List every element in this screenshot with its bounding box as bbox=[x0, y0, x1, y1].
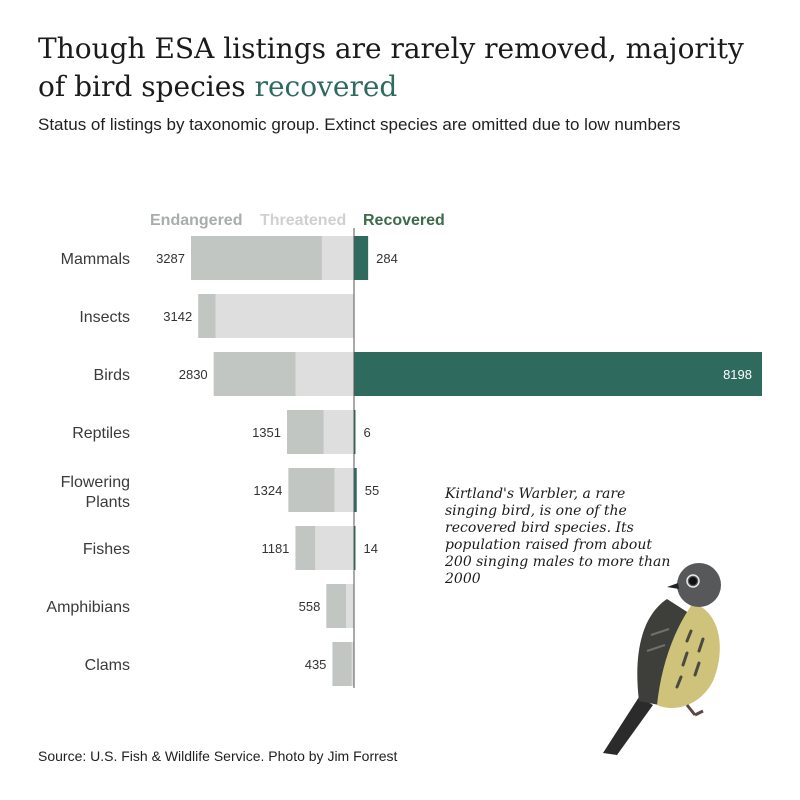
total-label-mammals: 3287 bbox=[156, 251, 185, 266]
total-label-birds: 2830 bbox=[179, 367, 208, 382]
category-label-reptiles: Reptiles bbox=[72, 425, 130, 442]
category-label-fishes: Fishes bbox=[83, 541, 130, 558]
bar-endangered-insects bbox=[198, 294, 216, 338]
total-label-reptiles: 1351 bbox=[252, 425, 281, 440]
legend-threatened: Threatened bbox=[260, 212, 346, 229]
recovered-label-reptiles: 6 bbox=[364, 425, 371, 440]
bar-recovered-flowering-plants bbox=[354, 468, 357, 512]
category-label-mammals: Mammals bbox=[61, 251, 130, 268]
chart-subtitle: Status of listings by taxonomic group. E… bbox=[38, 115, 681, 134]
total-label-insects: 3142 bbox=[163, 309, 192, 324]
total-label-fishes: 1181 bbox=[261, 541, 289, 556]
bar-threatened-flowering-plants bbox=[334, 468, 354, 512]
warbler-photo bbox=[603, 563, 721, 755]
bar-endangered-flowering-plants bbox=[288, 468, 335, 512]
bar-recovered-birds bbox=[354, 352, 762, 396]
category-label-amphibians: Amphibians bbox=[46, 599, 130, 616]
bar-endangered-mammals bbox=[191, 236, 322, 280]
category-label-insects: Insects bbox=[79, 309, 130, 326]
title-line-1: Though ESA listings are rarely removed, … bbox=[38, 32, 744, 65]
bar-endangered-clams bbox=[332, 642, 352, 686]
bar-endangered-reptiles bbox=[287, 410, 324, 454]
recovered-label-birds: 8198 bbox=[723, 367, 752, 382]
source-note: Source: U.S. Fish & Wildlife Service. Ph… bbox=[38, 748, 398, 764]
recovered-label-mammals: 284 bbox=[376, 251, 398, 266]
bar-threatened-reptiles bbox=[323, 410, 354, 454]
bar-chart: Endangered Threatened Recovered Mammals 3287… bbox=[46, 212, 762, 688]
bar-threatened-clams bbox=[351, 642, 354, 686]
title-line-2-prefix: of bird species bbox=[38, 70, 255, 103]
bar-recovered-reptiles bbox=[354, 410, 356, 454]
legend-endangered: Endangered bbox=[150, 212, 242, 229]
chart-title: Though ESA listings are rarely removed, … bbox=[38, 30, 778, 106]
total-label-clams: 435 bbox=[305, 657, 327, 672]
bar-endangered-fishes bbox=[295, 526, 316, 570]
bar-threatened-mammals bbox=[321, 236, 354, 280]
total-label-amphibians: 558 bbox=[299, 599, 321, 614]
photo-caption: Kirtland's Warbler, a rare singing bird,… bbox=[445, 486, 671, 587]
bar-endangered-birds bbox=[213, 352, 296, 396]
title-accent-word: recovered bbox=[254, 70, 398, 103]
recovered-label-fishes: 14 bbox=[364, 541, 378, 556]
category-label-flowering-plants: Flowering Plants bbox=[61, 474, 130, 511]
bar-recovered-fishes bbox=[354, 526, 356, 570]
total-label-flowering-plants: 1324 bbox=[253, 483, 282, 498]
bar-threatened-amphibians bbox=[346, 584, 354, 628]
category-label-clams: Clams bbox=[85, 657, 130, 674]
bar-threatened-insects bbox=[215, 294, 354, 338]
legend-recovered: Recovered bbox=[363, 212, 445, 229]
bar-threatened-fishes bbox=[315, 526, 354, 570]
bar-recovered-mammals bbox=[354, 236, 369, 280]
category-label-birds: Birds bbox=[94, 367, 130, 384]
bar-threatened-birds bbox=[295, 352, 354, 396]
recovered-label-flowering-plants: 55 bbox=[365, 483, 379, 498]
bar-endangered-amphibians bbox=[326, 584, 347, 628]
